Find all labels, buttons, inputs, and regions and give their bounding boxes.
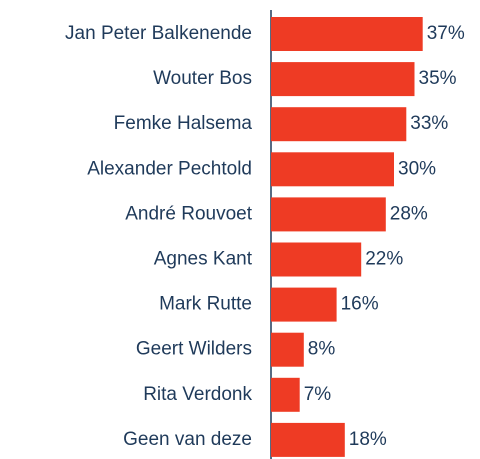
bar — [271, 152, 394, 187]
bar — [271, 62, 415, 97]
value-label: 22% — [365, 249, 403, 270]
category-label: André Rouvoet — [125, 203, 252, 224]
value-label: 8% — [308, 339, 336, 360]
bar — [271, 377, 300, 412]
value-label: 7% — [304, 384, 332, 405]
category-label: Mark Rutte — [159, 294, 252, 315]
category-label: Geert Wilders — [136, 339, 252, 360]
value-label: 16% — [341, 294, 379, 315]
bar — [271, 197, 386, 232]
bar — [271, 332, 304, 367]
value-label: 33% — [410, 113, 448, 134]
category-label: Femke Halsema — [114, 113, 253, 134]
bar — [271, 107, 407, 142]
category-label: Rita Verdonk — [143, 384, 252, 405]
bar — [271, 422, 345, 457]
value-label: 37% — [427, 23, 465, 44]
category-label: Wouter Bos — [153, 68, 252, 89]
category-label: Agnes Kant — [154, 249, 253, 270]
category-label: Alexander Pechtold — [87, 158, 252, 179]
value-label: 28% — [390, 203, 428, 224]
bar — [271, 287, 337, 322]
value-label: 30% — [398, 158, 436, 179]
category-label: Jan Peter Balkenende — [65, 23, 252, 44]
category-label: Geen van deze — [123, 429, 252, 450]
bar — [271, 242, 362, 277]
value-label: 35% — [419, 68, 457, 89]
value-label: 18% — [349, 429, 387, 450]
bar — [271, 17, 423, 51]
